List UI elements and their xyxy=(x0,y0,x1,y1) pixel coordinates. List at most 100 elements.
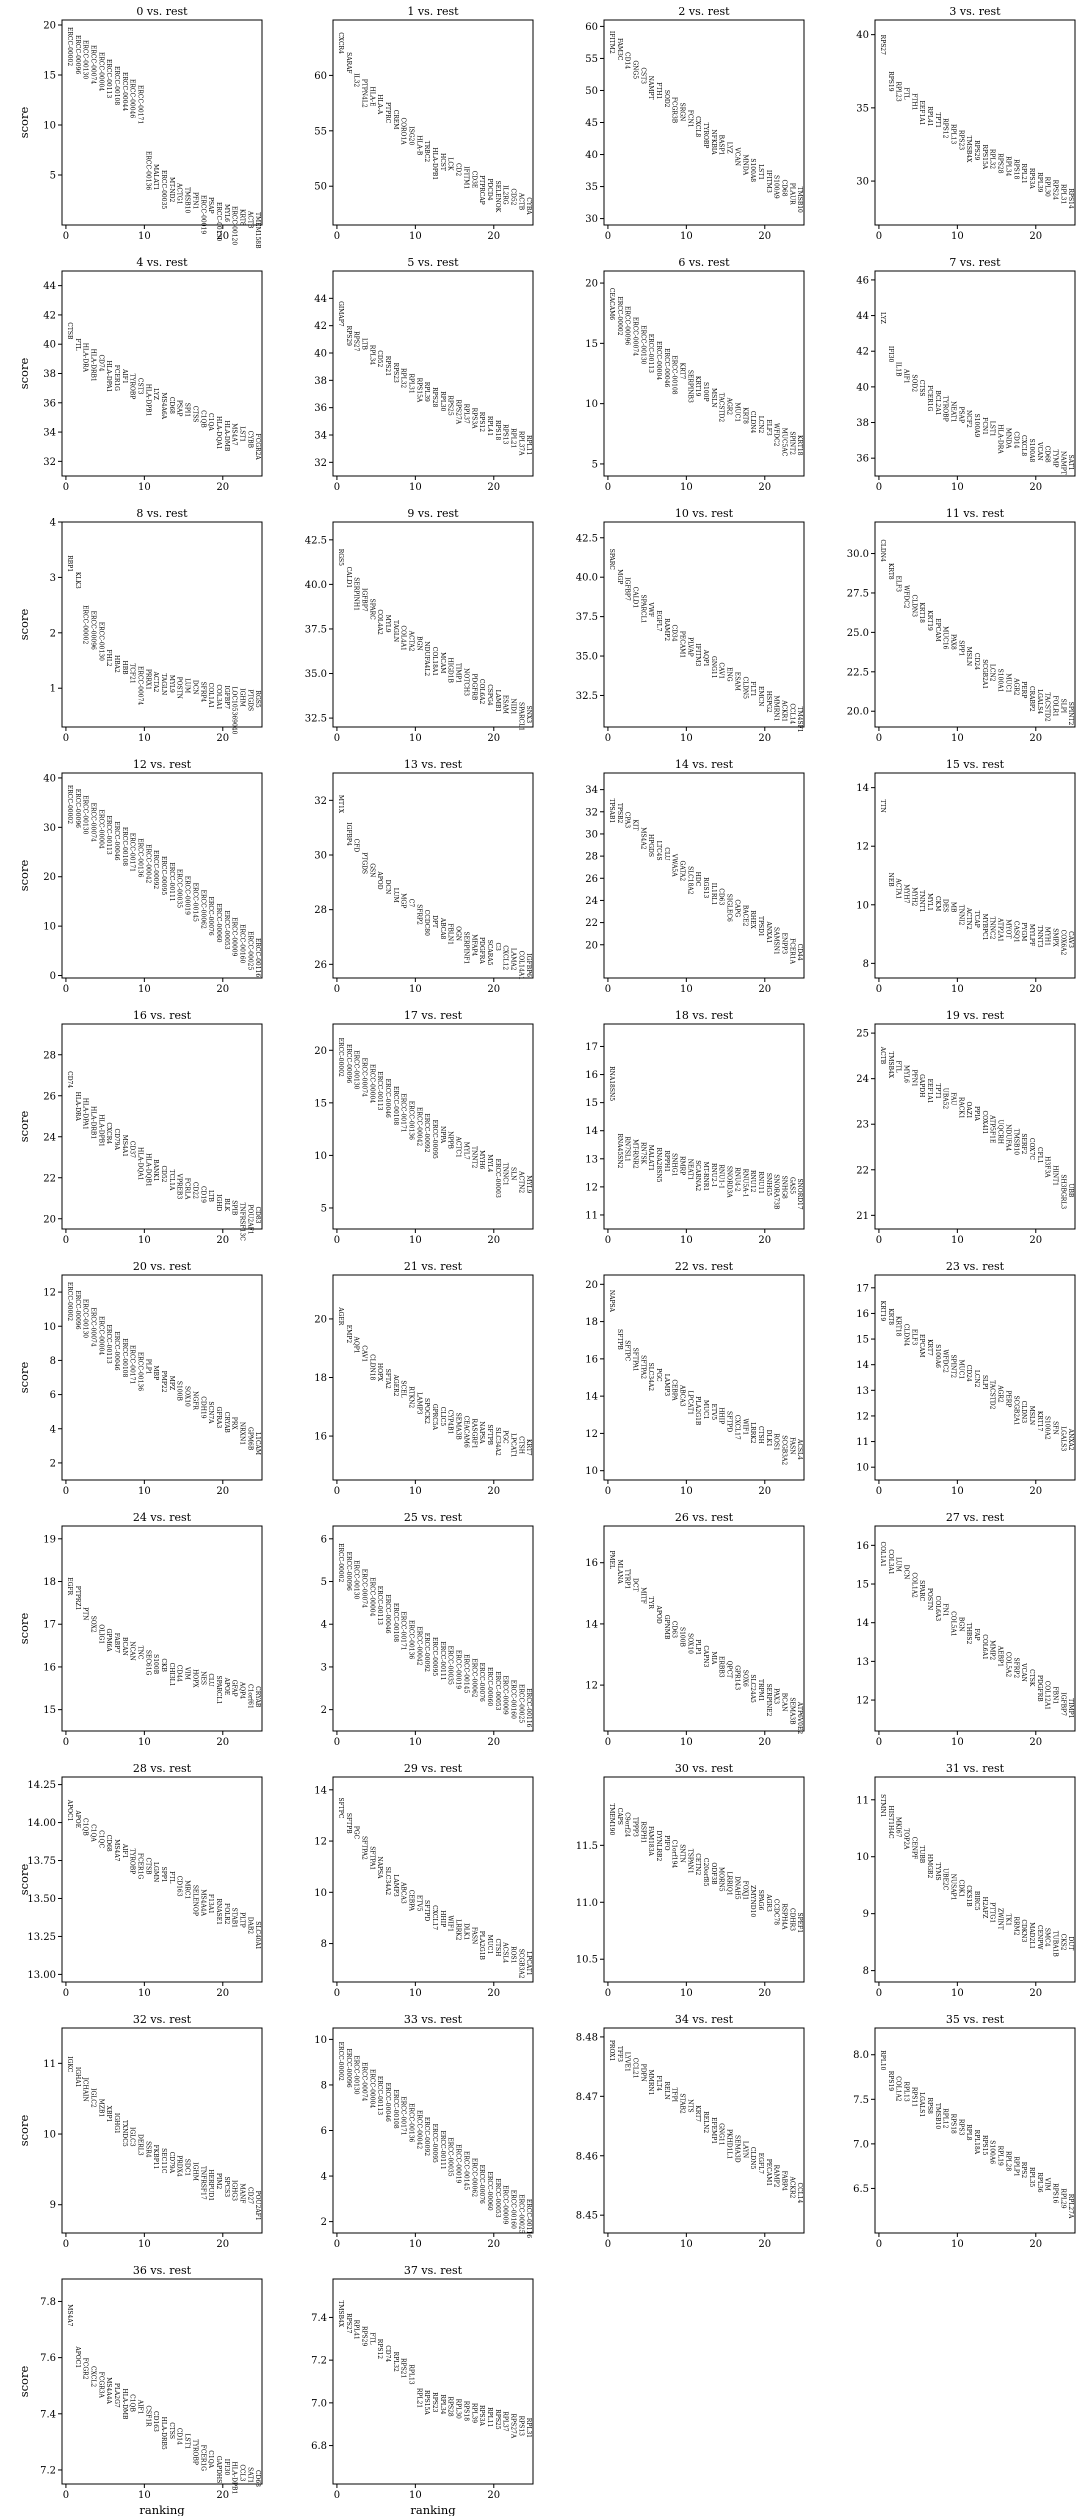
y-tick-label: 55 xyxy=(314,126,327,137)
gene-label: CFL1 xyxy=(1036,1147,1043,1164)
gene-label: PSAP xyxy=(176,400,183,417)
gene-label: FAM3C xyxy=(616,38,623,61)
gene-label: WFDC2 xyxy=(942,1349,949,1373)
y-tick-label: 7.6 xyxy=(40,2353,56,2364)
gene-label: SNHG1 xyxy=(671,1153,678,1176)
gene-label: RPL13 xyxy=(950,124,957,144)
gene-label: MS4A1 xyxy=(121,1135,128,1157)
gene-label: LRRIQ1 xyxy=(726,1872,733,1896)
gene-label: CSPG4 xyxy=(486,684,493,706)
x-tick-label: 10 xyxy=(680,2239,693,2250)
gene-label: CD27 xyxy=(246,2187,253,2204)
gene-label: ACTC1 xyxy=(455,1135,462,1157)
gene-label: ERCC-00044 xyxy=(121,72,128,111)
gene-label: SEC11C xyxy=(160,2148,167,2174)
gene-label: XBP1 xyxy=(105,2106,112,2123)
y-tick-label: 10 xyxy=(43,1322,56,1333)
gene-label: CCL14 xyxy=(796,2182,803,2203)
gene-label: FAU xyxy=(950,1092,957,1105)
x-tick-label: 10 xyxy=(138,733,151,744)
gene-label: HIGD1B xyxy=(447,657,454,683)
gene-label: CEBPA xyxy=(408,1890,415,1912)
x-tick-label: 10 xyxy=(680,984,693,995)
gene-label: HLA-DPB1 xyxy=(431,147,438,180)
panel-34: 34 vs. rest 8.45 8.46 8.47 8.48 0 10 20 PROX1 TFF… xyxy=(576,2013,805,2250)
gene-label: SLC18A2 xyxy=(686,866,693,895)
gene-label: LYZ xyxy=(152,388,159,400)
gene-label: IL1B xyxy=(895,362,902,377)
plot-frame xyxy=(332,270,534,477)
gene-label: ERCC-00074 xyxy=(89,45,96,84)
gene-label: CALD1 xyxy=(345,567,352,589)
gene-label: RPL35 xyxy=(1028,2167,1035,2187)
gene-label: PLA2G7 xyxy=(113,2383,120,2408)
gene-label: ERCC-00116 xyxy=(525,1688,532,1727)
gene-label: MNDA xyxy=(741,155,748,176)
gene-label: ABCA8 xyxy=(439,917,446,940)
gene-label: ERCC-00130 xyxy=(353,2055,360,2094)
x-tick-label: 10 xyxy=(138,231,151,242)
gene-label: SFTPA1 xyxy=(368,1846,375,1870)
panel-10: 10 vs. rest 32.5 35.0 37.5 40.0 42.5 0 10 20 SPAR… xyxy=(576,507,805,744)
gene-label: PLVAP xyxy=(686,637,693,657)
y-axis-label: score xyxy=(17,1111,31,1143)
gene-label: ELF3 xyxy=(765,419,772,436)
y-tick-label: 12 xyxy=(585,1182,598,1193)
x-tick-label: 0 xyxy=(605,231,611,242)
gene-label: ERCC-00046 xyxy=(384,2083,391,2122)
gene-label: FTL xyxy=(895,1060,902,1072)
gene-label: S100B xyxy=(176,1381,183,1402)
gene-label: PTGDS xyxy=(360,852,367,874)
gene-label: HLA-DPB1 xyxy=(144,384,151,417)
gene-label: COX6A2 xyxy=(1059,930,1066,956)
gene-label: DNAH5 xyxy=(733,1876,740,1900)
gene-label: RPS29 xyxy=(345,326,352,346)
gene-label: SOX6 xyxy=(741,1670,748,1687)
gene-label: AGR2 xyxy=(997,1384,1004,1403)
y-tick-label: 28 xyxy=(314,905,327,916)
y-tick-label: 10 xyxy=(43,121,56,132)
y-tick-label: 60 xyxy=(585,22,598,33)
gene-label: LST1 xyxy=(184,2433,191,2449)
gene-label: PROX1 xyxy=(608,2040,615,2061)
gene-label: IGHM xyxy=(191,2162,198,2181)
y-tick-label: 0 xyxy=(50,971,56,982)
gene-label: TPT1 xyxy=(934,1083,941,1099)
gene-label: LTC4S xyxy=(655,841,662,861)
gene-label: SFTPC xyxy=(624,1340,631,1361)
panel-title: 29 vs. rest xyxy=(404,1762,463,1775)
x-tick-label: 20 xyxy=(758,984,771,995)
gene-label: SFTPB xyxy=(345,1813,352,1834)
y-tick-label: 35 xyxy=(585,182,598,193)
gene-label: SMPX xyxy=(1051,928,1058,947)
gene-label: UBA52 xyxy=(942,1088,949,1110)
y-tick-label: 30 xyxy=(43,823,56,834)
gene-label: ERCC-00002 xyxy=(66,27,73,66)
gene-label: CD37 xyxy=(129,1141,136,1158)
x-tick-label: 20 xyxy=(487,1486,500,1497)
gene-label: AIF1 xyxy=(902,368,909,384)
gene-label: PKHD1L1 xyxy=(726,2129,733,2159)
gene-label: ERCC-00096 xyxy=(74,1290,81,1329)
y-tick-label: 16 xyxy=(585,1354,598,1365)
gene-label: SFRP2 xyxy=(1012,1658,1019,1679)
panel-title: 11 vs. rest xyxy=(946,507,1005,520)
gene-label: CD68 xyxy=(105,1835,112,1852)
gene-label: PERP xyxy=(1004,1390,1011,1407)
gene-label: MIA xyxy=(710,1651,717,1665)
gene-label: GNG11 xyxy=(718,2123,725,2145)
y-tick-label: 34 xyxy=(43,428,56,439)
gene-label: ERCC-00108 xyxy=(392,1603,399,1642)
gene-label: CLDN4 xyxy=(879,539,886,562)
gene-label: OGN xyxy=(455,926,462,941)
x-tick-label: 20 xyxy=(216,1486,229,1497)
gene-label: SLC34A2 xyxy=(494,1427,501,1456)
gene-label: SCGB2A1 xyxy=(1012,1395,1019,1425)
x-tick-label: 10 xyxy=(138,2239,151,2250)
gene-label: TYROBP xyxy=(191,2439,198,2465)
gene-label: IGLC2 xyxy=(89,2088,96,2108)
gene-label: ATP6V0E2 xyxy=(796,1701,803,1734)
y-axis-label: score xyxy=(17,2366,31,2398)
x-tick-label: 20 xyxy=(1029,482,1042,493)
gene-label: RPS12 xyxy=(376,2339,383,2359)
